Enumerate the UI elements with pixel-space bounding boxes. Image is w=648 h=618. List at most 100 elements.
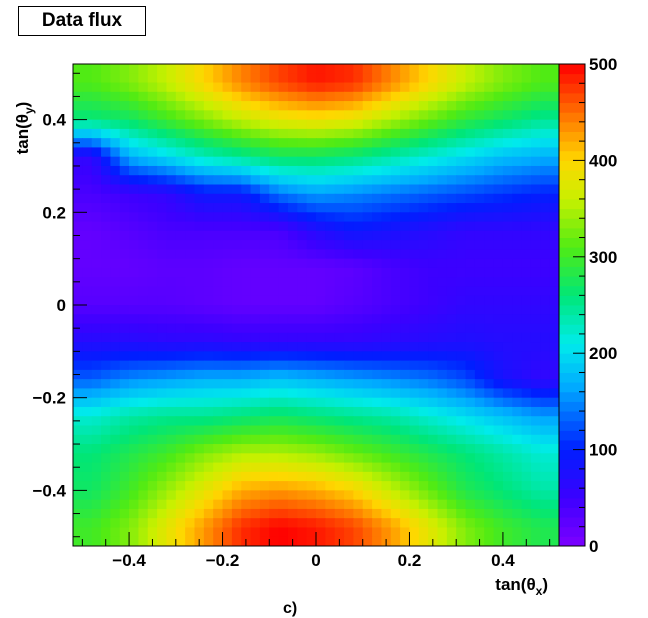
heatmap-cell bbox=[194, 147, 205, 158]
heatmap-cell bbox=[306, 64, 317, 74]
heatmap-cell bbox=[194, 110, 205, 121]
heatmap-cell bbox=[540, 397, 551, 408]
heatmap-cell bbox=[231, 444, 242, 454]
heatmap-cell bbox=[372, 444, 383, 454]
heatmap-cell bbox=[306, 416, 317, 427]
heatmap-cell bbox=[91, 369, 102, 380]
heatmap-cell bbox=[446, 110, 457, 121]
y-tick-label: 0 bbox=[57, 296, 66, 315]
heatmap-cell bbox=[344, 249, 354, 260]
heatmap-cell bbox=[91, 175, 102, 186]
heatmap-cell bbox=[306, 379, 317, 390]
heatmap-cell bbox=[456, 462, 467, 473]
heatmap-cell bbox=[278, 323, 289, 334]
heatmap-cell bbox=[119, 406, 130, 417]
heatmap-cell bbox=[540, 314, 551, 325]
heatmap-cell bbox=[119, 379, 130, 390]
heatmap-cell bbox=[110, 518, 121, 529]
heatmap-cell bbox=[129, 119, 140, 130]
heatmap-cell bbox=[400, 425, 411, 436]
heatmap-cell bbox=[287, 267, 298, 278]
heatmap-cell bbox=[222, 64, 233, 74]
heatmap-cell bbox=[362, 175, 373, 186]
heatmap-cell bbox=[259, 249, 270, 260]
heatmap-cell bbox=[297, 434, 308, 445]
heatmap-cell bbox=[409, 101, 420, 111]
heatmap-cell bbox=[437, 360, 448, 371]
heatmap-cell bbox=[437, 240, 448, 250]
heatmap-cell bbox=[372, 527, 383, 538]
heatmap-cell bbox=[101, 119, 111, 130]
heatmap-cell bbox=[166, 101, 177, 111]
heatmap-cell bbox=[147, 425, 158, 436]
heatmap-cell bbox=[344, 444, 354, 454]
heatmap-cell bbox=[390, 536, 401, 546]
heatmap-cell bbox=[222, 406, 233, 417]
heatmap-cell bbox=[241, 212, 252, 223]
heatmap-cell bbox=[502, 499, 513, 510]
heatmap-cell bbox=[512, 128, 523, 139]
heatmap-cell bbox=[82, 193, 93, 204]
colorbar-band bbox=[559, 121, 585, 132]
heatmap-cell bbox=[409, 323, 420, 334]
heatmap-cell bbox=[484, 119, 495, 130]
heatmap-cell bbox=[278, 258, 289, 269]
heatmap-cell bbox=[353, 425, 364, 436]
heatmap-cell bbox=[175, 184, 186, 195]
heatmap-cell bbox=[250, 490, 261, 501]
heatmap-cell bbox=[465, 249, 476, 260]
heatmap-cell bbox=[259, 481, 270, 491]
heatmap-cell bbox=[381, 138, 392, 149]
heatmap-cell bbox=[502, 360, 513, 371]
heatmap-cell bbox=[493, 462, 504, 473]
heatmap-cell bbox=[259, 286, 270, 297]
heatmap-cell bbox=[521, 193, 532, 204]
heatmap-cell bbox=[110, 212, 121, 223]
heatmap-cell bbox=[82, 499, 93, 510]
heatmap-cell bbox=[474, 203, 485, 213]
heatmap-cell bbox=[418, 64, 429, 74]
heatmap-cell bbox=[521, 323, 532, 334]
heatmap-cell bbox=[446, 369, 457, 380]
heatmap-cell bbox=[409, 91, 420, 102]
heatmap-cell bbox=[381, 91, 392, 102]
heatmap-cell bbox=[353, 230, 364, 241]
heatmap-cell bbox=[222, 175, 233, 186]
heatmap-cell bbox=[82, 295, 93, 306]
heatmap-cell bbox=[166, 314, 177, 325]
heatmap-cell bbox=[390, 416, 401, 427]
heatmap-cell bbox=[259, 397, 270, 408]
heatmap-cell bbox=[194, 453, 205, 464]
heatmap-cell bbox=[316, 332, 326, 343]
heatmap-cell bbox=[502, 193, 513, 204]
colorbar-band bbox=[559, 488, 585, 499]
heatmap-cell bbox=[82, 64, 93, 74]
heatmap-cell bbox=[259, 444, 270, 454]
heatmap-cell bbox=[231, 212, 242, 223]
heatmap-cell bbox=[484, 101, 495, 111]
heatmap-cell bbox=[241, 138, 252, 149]
heatmap-cell bbox=[484, 351, 495, 362]
heatmap-cell bbox=[110, 147, 121, 158]
heatmap-cell bbox=[101, 165, 111, 176]
heatmap-cell bbox=[241, 508, 252, 519]
heatmap-cell bbox=[147, 351, 158, 362]
heatmap-cell bbox=[297, 397, 308, 408]
heatmap-cell bbox=[344, 342, 354, 352]
heatmap-cell bbox=[185, 425, 196, 436]
heatmap-cell bbox=[381, 82, 392, 93]
heatmap-cell bbox=[287, 406, 298, 417]
heatmap-cell bbox=[465, 101, 476, 111]
heatmap-cell bbox=[297, 360, 308, 371]
heatmap-cell bbox=[157, 434, 168, 445]
heatmap-cell bbox=[437, 416, 448, 427]
heatmap-cell bbox=[512, 425, 523, 436]
colorbar-band bbox=[559, 92, 585, 104]
heatmap-cell bbox=[409, 379, 420, 390]
heatmap-cell bbox=[456, 221, 467, 232]
heatmap-cell bbox=[82, 490, 93, 501]
heatmap-cell bbox=[269, 221, 280, 232]
heatmap-cell bbox=[409, 314, 420, 325]
heatmap-cell bbox=[278, 360, 289, 371]
heatmap-cell bbox=[353, 369, 364, 380]
